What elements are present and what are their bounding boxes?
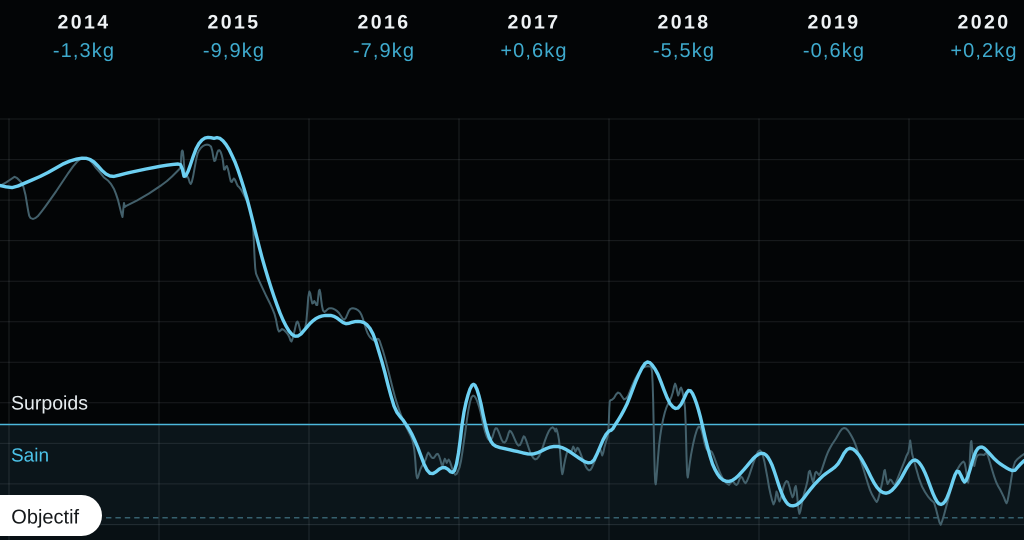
svg-text:Objectif: Objectif <box>11 506 79 528</box>
svg-text:2018: 2018 <box>658 11 711 33</box>
svg-text:Sain: Sain <box>11 445 49 466</box>
svg-text:-7,9kg: -7,9kg <box>353 40 415 62</box>
svg-text:2017: 2017 <box>508 11 561 33</box>
svg-text:+0,6kg: +0,6kg <box>500 40 567 62</box>
svg-text:-5,5kg: -5,5kg <box>653 40 715 62</box>
svg-text:-1,3kg: -1,3kg <box>53 40 115 62</box>
svg-text:Surpoids: Surpoids <box>11 392 88 414</box>
svg-text:2016: 2016 <box>358 11 411 33</box>
svg-text:2019: 2019 <box>808 11 861 33</box>
svg-text:-9,9kg: -9,9kg <box>203 40 265 62</box>
svg-text:2015: 2015 <box>208 11 261 33</box>
svg-text:+0,2kg: +0,2kg <box>950 40 1017 62</box>
svg-text:2020: 2020 <box>958 11 1011 33</box>
svg-text:-0,6kg: -0,6kg <box>803 40 865 62</box>
svg-text:2014: 2014 <box>58 11 111 33</box>
